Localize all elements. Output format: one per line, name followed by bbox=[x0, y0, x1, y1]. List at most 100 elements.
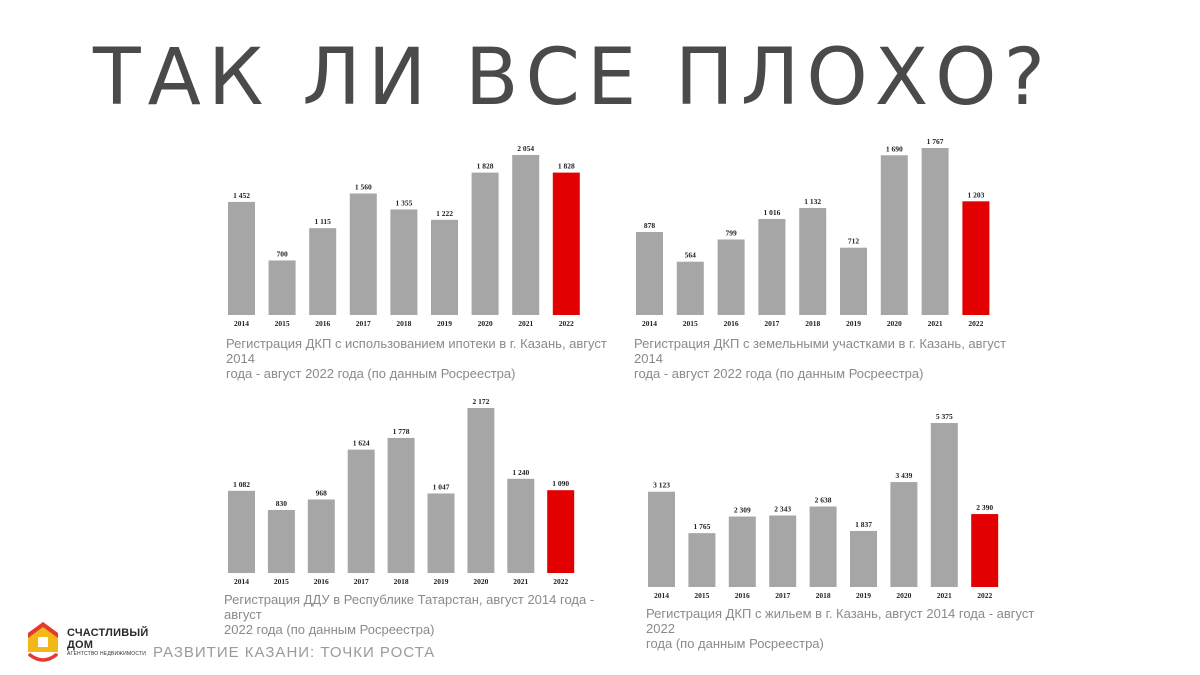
value-label-2018: 1 778 bbox=[393, 427, 410, 436]
value-label-2022: 1 828 bbox=[558, 162, 575, 171]
brand-block: СЧАСТЛИВЫЙ ДОМ АГЕНТСТВО НЕДВИЖИМОСТИ bbox=[67, 627, 148, 658]
bar-2015 bbox=[267, 509, 295, 573]
page-subtitle: РАЗВИТИЕ КАЗАНИ: ТОЧКИ РОСТА bbox=[153, 644, 436, 661]
value-label-2016: 2 309 bbox=[734, 506, 751, 515]
value-label-2017: 1 624 bbox=[353, 439, 370, 448]
land-bar-chart: 878 2014 564 2015 799 2016 1 016 2017 1 132 2018 7… bbox=[636, 137, 990, 328]
category-label-2020: 2020 bbox=[473, 577, 488, 586]
value-label-2018: 1 132 bbox=[804, 197, 821, 206]
value-label-2014: 3 123 bbox=[653, 481, 670, 490]
category-label-2020: 2020 bbox=[896, 591, 911, 600]
category-label-2022: 2022 bbox=[559, 319, 574, 328]
category-label-2021: 2021 bbox=[513, 577, 528, 586]
bar-2018 bbox=[809, 506, 837, 587]
category-label-2022: 2022 bbox=[553, 577, 568, 586]
category-label-2018: 2018 bbox=[394, 577, 409, 586]
land-chart-caption: Регистрация ДКП с земельными участками в… bbox=[634, 336, 1032, 381]
category-label-2014: 2014 bbox=[234, 577, 249, 586]
value-label-2014: 1 452 bbox=[233, 191, 250, 200]
bar-2021 bbox=[507, 478, 535, 573]
page-title: ТАК ЛИ ВСЕ ПЛОХО? bbox=[93, 33, 1052, 123]
bar-2021 bbox=[930, 423, 958, 587]
value-label-2016: 799 bbox=[725, 228, 737, 237]
value-label-2019: 712 bbox=[848, 237, 860, 246]
category-label-2018: 2018 bbox=[805, 319, 820, 328]
bar-2014 bbox=[228, 490, 255, 573]
bar-2015 bbox=[676, 261, 704, 315]
category-label-2022: 2022 bbox=[968, 319, 983, 328]
bar-2016 bbox=[717, 239, 745, 315]
brand-tagline: АГЕНТСТВО НЕДВИЖИМОСТИ bbox=[67, 651, 147, 657]
chart-panel-land: 878 2014 564 2015 799 2016 1 016 2017 1 132 2018 7… bbox=[622, 110, 1032, 381]
value-label-2017: 1 560 bbox=[355, 182, 372, 191]
value-label-2020: 1 690 bbox=[886, 144, 903, 153]
value-label-2021: 2 054 bbox=[517, 144, 534, 153]
bar-2020 bbox=[880, 155, 908, 315]
caption-line-1: Регистрация ДКП с использованием ипотеки… bbox=[226, 336, 607, 366]
value-label-2022: 1 203 bbox=[967, 190, 984, 199]
value-label-2019: 1 222 bbox=[436, 209, 453, 218]
chart-panel-ddu: 1 082 2014 830 2015 968 2016 1 624 2017 1 778 201… bbox=[212, 396, 632, 637]
value-label-2015: 700 bbox=[276, 249, 288, 258]
caption-line-1: Регистрация ДДУ в Республике Татарстан, … bbox=[224, 592, 595, 622]
ddu-chart-caption: Регистрация ДДУ в Республике Татарстан, … bbox=[224, 592, 632, 637]
bar-2015 bbox=[268, 260, 296, 315]
bar-2017 bbox=[769, 515, 797, 587]
category-label-2015: 2015 bbox=[694, 591, 709, 600]
house-logo-icon bbox=[28, 622, 58, 662]
caption-line-2: 2022 года (по данным Росреестра) bbox=[224, 622, 435, 637]
bar-2017 bbox=[758, 218, 786, 315]
category-label-2021: 2021 bbox=[928, 319, 943, 328]
bar-2017 bbox=[347, 449, 375, 573]
bar-2021 bbox=[512, 155, 540, 315]
bar-2022 bbox=[971, 514, 999, 587]
value-label-2020: 2 172 bbox=[472, 397, 489, 406]
category-label-2019: 2019 bbox=[434, 577, 449, 586]
category-label-2022: 2022 bbox=[977, 591, 992, 600]
bar-2019 bbox=[840, 247, 867, 315]
category-label-2019: 2019 bbox=[856, 591, 871, 600]
category-label-2018: 2018 bbox=[396, 319, 411, 328]
mortgage-chart-caption: Регистрация ДКП с использованием ипотеки… bbox=[226, 336, 632, 381]
bar-2018 bbox=[799, 208, 827, 315]
category-label-2015: 2015 bbox=[274, 577, 289, 586]
category-label-2021: 2021 bbox=[937, 591, 952, 600]
bar-2014 bbox=[636, 232, 663, 315]
value-label-2018: 1 355 bbox=[395, 198, 412, 207]
bar-2022 bbox=[962, 201, 990, 315]
value-label-2015: 830 bbox=[276, 499, 288, 508]
category-label-2019: 2019 bbox=[437, 319, 452, 328]
bar-2016 bbox=[307, 499, 335, 573]
value-label-2020: 3 439 bbox=[895, 471, 912, 480]
value-label-2017: 2 343 bbox=[774, 505, 791, 514]
bar-2016 bbox=[728, 516, 756, 587]
value-label-2015: 564 bbox=[685, 251, 697, 260]
bar-2018 bbox=[387, 437, 415, 573]
brand-name-line-1: СЧАСТЛИВЫЙ bbox=[67, 627, 149, 639]
value-label-2021: 1 767 bbox=[927, 137, 944, 146]
category-label-2014: 2014 bbox=[654, 591, 669, 600]
bar-2014 bbox=[648, 491, 675, 587]
bar-2017 bbox=[349, 193, 377, 315]
category-label-2017: 2017 bbox=[354, 577, 369, 586]
category-label-2020: 2020 bbox=[478, 319, 493, 328]
bar-2015 bbox=[688, 533, 716, 587]
mortgage-bar-chart: 1 452 2014 700 2015 1 115 2016 1 560 2017 1 355 2… bbox=[228, 144, 580, 328]
category-label-2015: 2015 bbox=[683, 319, 698, 328]
bar-2016 bbox=[309, 228, 337, 315]
category-label-2020: 2020 bbox=[887, 319, 902, 328]
caption-line-2: года - август 2022 года (по данным Росре… bbox=[634, 366, 924, 381]
value-label-2022: 1 090 bbox=[552, 479, 569, 488]
caption-line-2: года - август 2022 года (по данным Росре… bbox=[226, 366, 516, 381]
category-label-2018: 2018 bbox=[816, 591, 831, 600]
category-label-2015: 2015 bbox=[275, 319, 290, 328]
category-label-2016: 2016 bbox=[735, 591, 750, 600]
category-label-2016: 2016 bbox=[315, 319, 330, 328]
bar-2019 bbox=[431, 219, 458, 315]
value-label-2021: 1 240 bbox=[512, 468, 529, 477]
value-label-2019: 1 837 bbox=[855, 520, 872, 529]
value-label-2017: 1 016 bbox=[763, 208, 780, 217]
ddu-bar-chart: 1 082 2014 830 2015 968 2016 1 624 2017 1 778 201… bbox=[228, 397, 575, 586]
bar-2019 bbox=[850, 530, 877, 587]
category-label-2021: 2021 bbox=[518, 319, 533, 328]
